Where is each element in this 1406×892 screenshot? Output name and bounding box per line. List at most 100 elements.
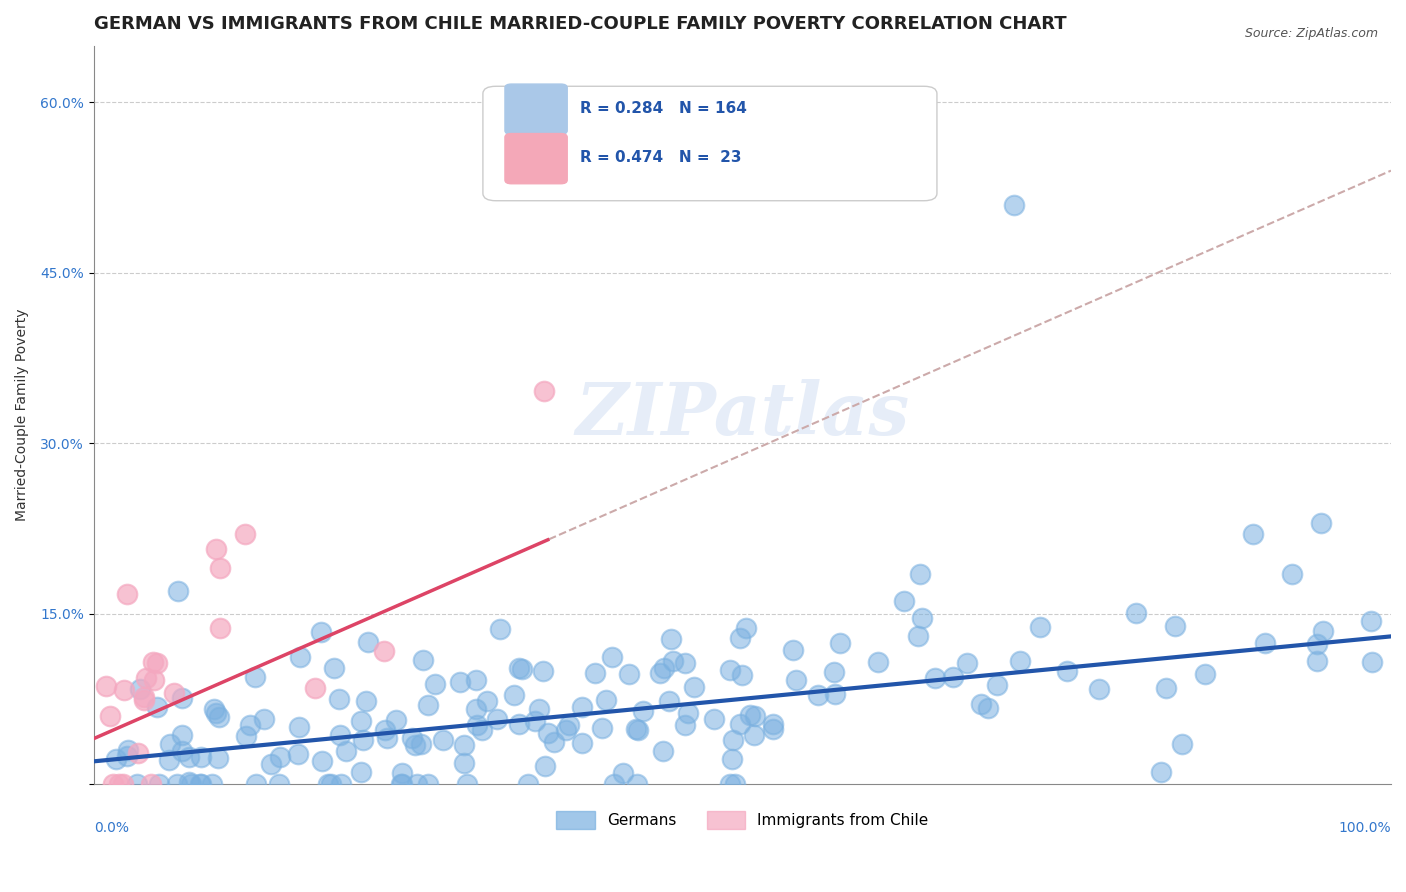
Point [233,527,256,541]
Y-axis label: Married-Couple Family Poverty: Married-Couple Family Poverty [15,309,30,521]
Point [1306,654,1329,668]
Point [738,707,761,722]
Point [571,699,593,714]
Point [1002,197,1025,211]
Point [162,686,184,700]
Point [328,692,350,706]
Point [322,661,344,675]
Point [464,673,486,688]
Point [986,678,1008,692]
Point [101,777,124,791]
Point [1087,682,1109,697]
Point [824,687,846,701]
Point [728,632,751,646]
Point [117,587,139,601]
Point [828,635,851,649]
Point [389,777,412,791]
Point [728,717,751,731]
Point [423,677,446,691]
Point [132,690,155,704]
Point [603,777,626,791]
Point [208,561,231,575]
Point [412,653,434,667]
Point [762,717,785,731]
Point [128,682,150,697]
Text: 100.0%: 100.0% [1339,821,1391,835]
Point [245,777,267,791]
Point [1361,656,1384,670]
Point [524,714,547,729]
Point [108,777,131,791]
FancyBboxPatch shape [505,84,567,135]
Point [659,632,682,646]
Text: Source: ZipAtlas.com: Source: ZipAtlas.com [1244,27,1378,40]
Point [202,702,225,716]
Point [135,671,157,685]
Point [1028,620,1050,634]
Point [600,649,623,664]
Point [269,749,291,764]
Point [682,680,704,694]
Point [167,583,190,598]
Point [416,698,439,712]
Point [146,656,169,670]
Point [823,665,845,679]
Point [238,718,260,732]
Point [1150,765,1173,780]
Text: R = 0.284   N = 164: R = 0.284 N = 164 [581,101,747,116]
FancyBboxPatch shape [482,87,936,201]
Point [631,704,654,718]
Point [316,777,339,791]
Point [543,735,565,749]
Point [404,738,426,752]
Point [924,671,946,685]
Point [571,736,593,750]
Point [449,675,471,690]
Point [721,732,744,747]
Point [465,718,488,732]
Point [673,656,696,670]
Point [288,650,311,665]
Point [488,622,510,636]
Point [533,384,555,398]
Point [208,620,231,634]
Point [591,722,613,736]
Point [650,665,672,680]
Point [942,670,965,684]
Text: GERMAN VS IMMIGRANTS FROM CHILE MARRIED-COUPLE FAMILY POVERTY CORRELATION CHART: GERMAN VS IMMIGRANTS FROM CHILE MARRIED-… [94,15,1066,33]
Point [391,777,413,791]
Point [456,777,478,791]
Point [205,706,228,721]
Point [329,728,352,742]
Point [1125,606,1147,620]
Point [352,733,374,747]
Text: R = 0.474   N =  23: R = 0.474 N = 23 [581,151,742,165]
Point [1281,567,1303,582]
Point [529,702,551,716]
Point [1164,619,1187,633]
Point [533,759,555,773]
Point [172,691,194,706]
Point [235,729,257,743]
Point [868,655,890,669]
Point [910,611,932,625]
Point [330,777,353,791]
Point [1010,654,1032,668]
Point [94,679,117,693]
Point [910,566,932,581]
Point [453,756,475,771]
Point [651,744,673,758]
Point [304,681,326,695]
Point [537,726,560,740]
Point [970,698,993,712]
Point [508,716,530,731]
Point [409,737,432,751]
Point [349,714,371,728]
Point [1254,636,1277,650]
Point [207,751,229,765]
Point [724,777,747,791]
Point [253,712,276,726]
Point [617,667,640,681]
Point [180,777,202,791]
Point [111,777,134,791]
